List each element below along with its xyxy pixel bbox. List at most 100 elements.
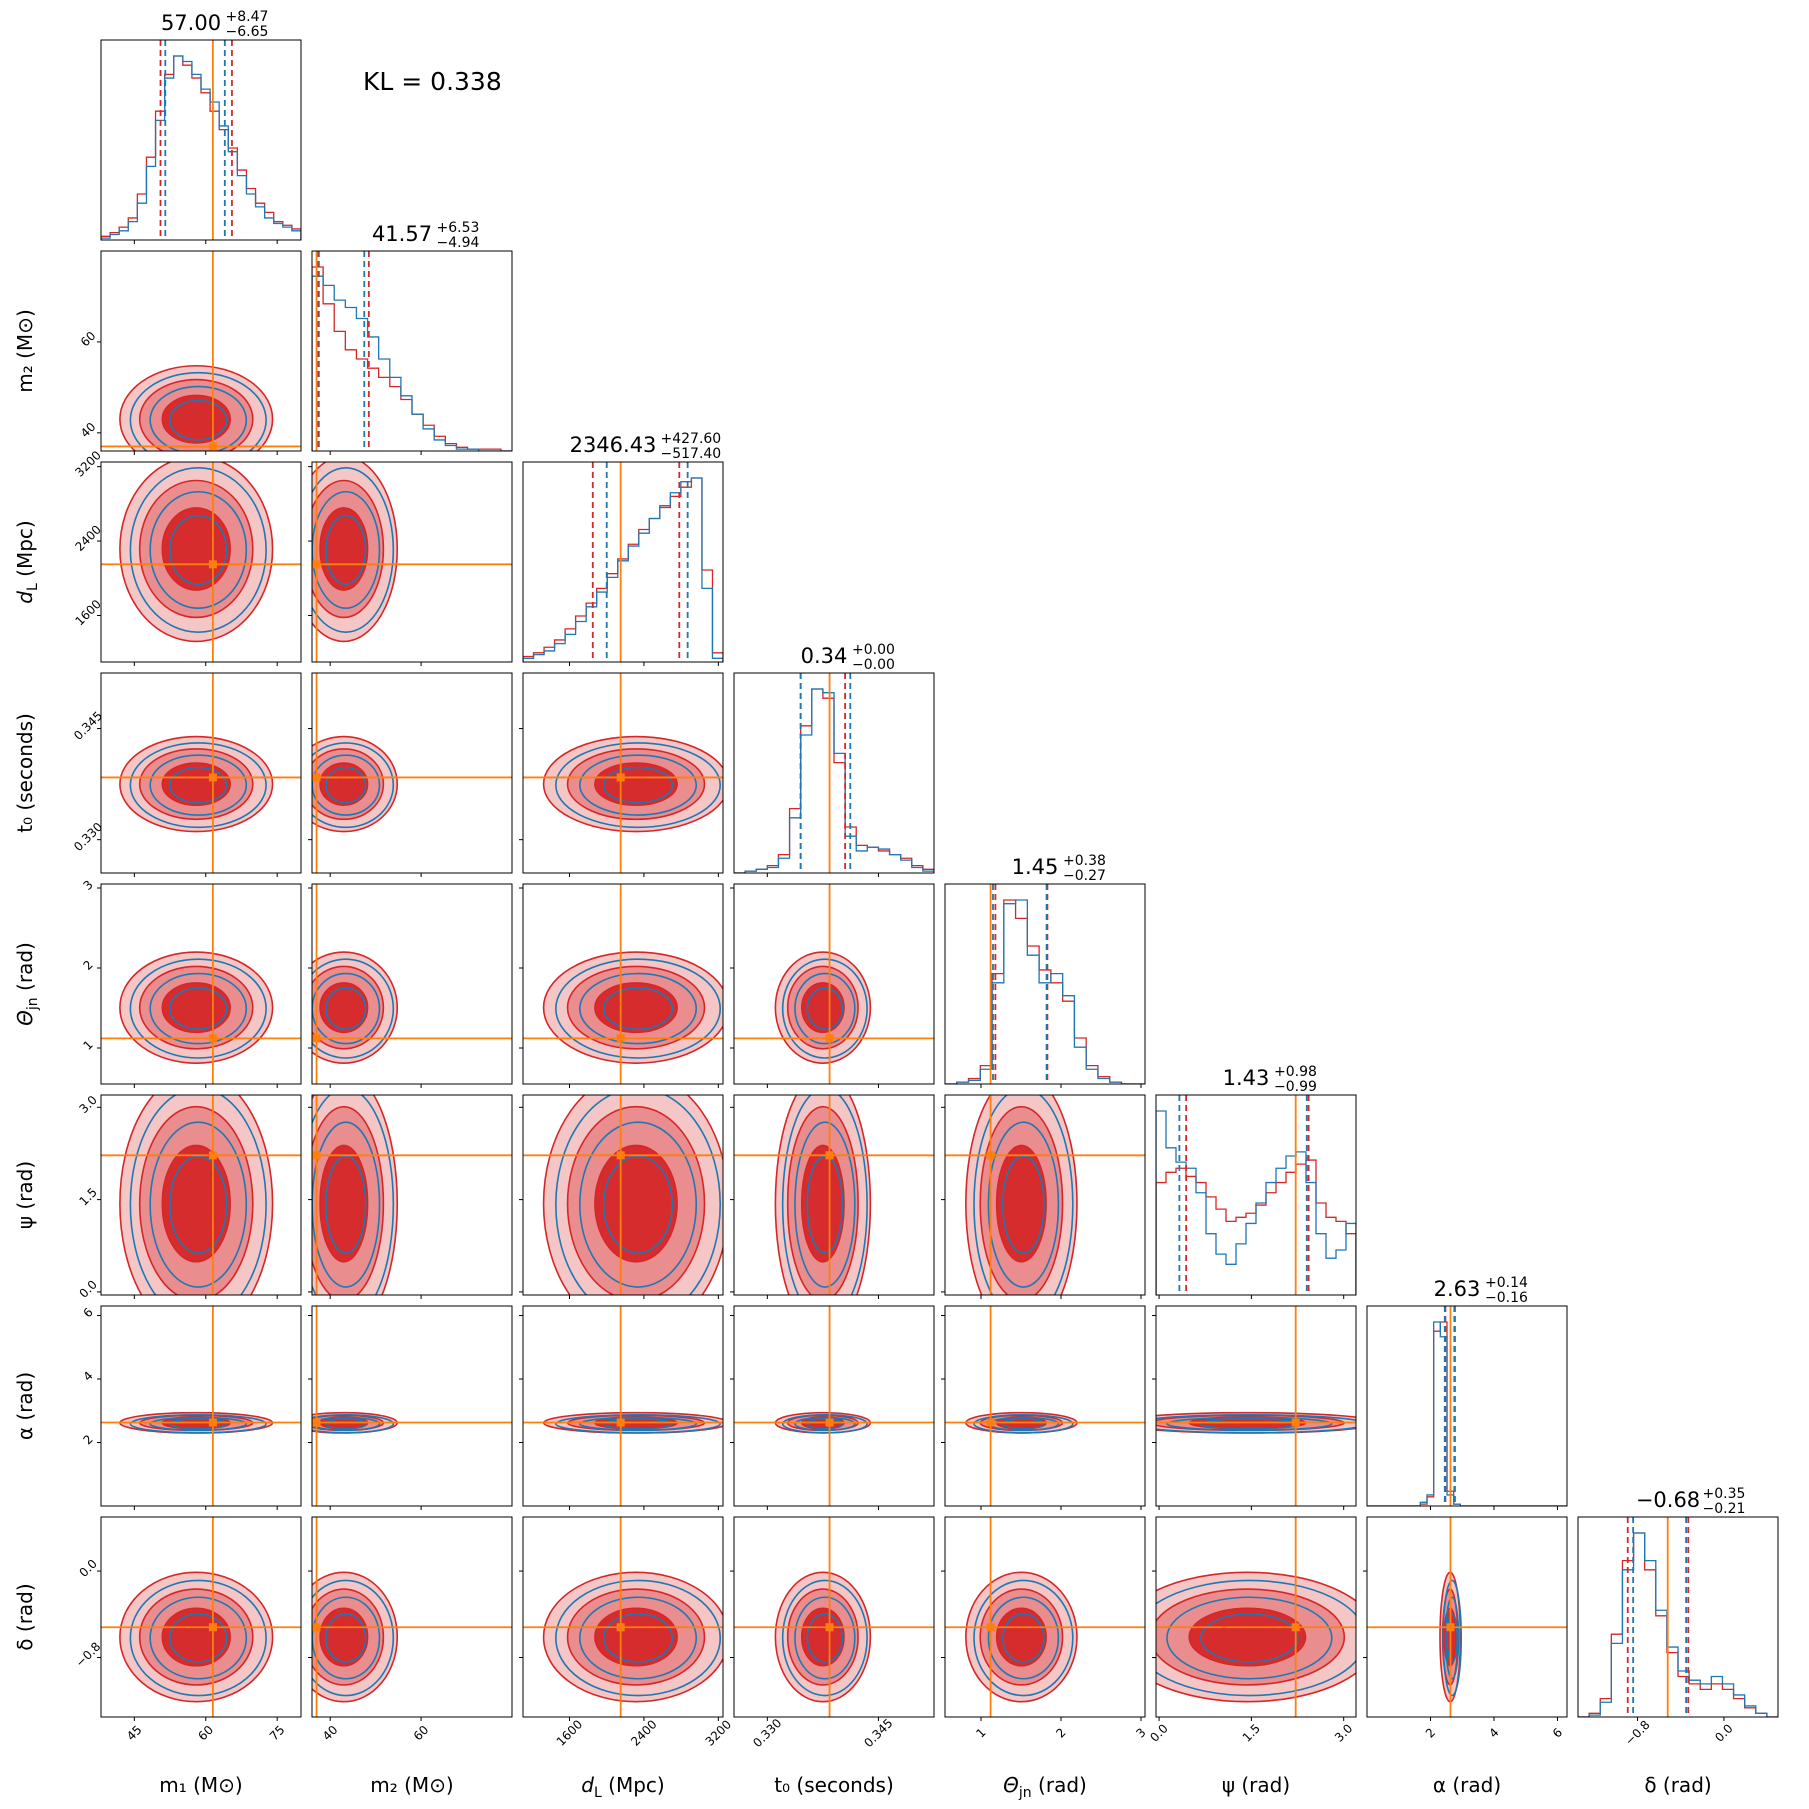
density-red-level-2 [995,1607,1047,1667]
hist-red-delta [1578,1532,1778,1717]
density-red-level-2 [319,1607,369,1667]
y-tick-label-psi-0: 0.0 [76,1277,99,1300]
marginal-title-dL: 2346.43 [570,433,657,457]
x-tick-label-alpha-0: 2 [1423,1725,1438,1740]
density-blue-level-0 [781,1413,868,1434]
y-tick-label-m2-1: 60 [78,329,99,350]
density-blue-level-1 [149,1416,248,1432]
density-red-level-2 [161,982,231,1034]
density-red-level-2 [594,982,678,1034]
scatter-panel-dL-vs-m2 [308,461,513,666]
density-red-level-2 [319,1144,369,1263]
density-blue-level-0 [1442,1579,1463,1697]
truth-marker [825,1418,834,1427]
marginal-title-psi: 1.43 [1223,1066,1270,1090]
kl-label: KL = 0.338 [363,67,502,96]
scatter-panel-delta-vs-m2: 40 60 [308,1516,513,1744]
marginal-title-plus-t0: +0.00 [852,642,895,658]
truth-marker [312,560,321,569]
density-blue-level-2 [325,514,367,586]
density-red-level-2 [161,1607,231,1667]
panel-frame [944,1516,1146,1718]
density-blue-level-2 [169,514,228,586]
density-blue-level-2 [806,1613,844,1663]
hist-panel-m2: 41.57 +6.53−4.94 [311,220,513,455]
x-axis-label-delta: δ (rad) [1644,1773,1711,1797]
density-blue-level-0 [129,466,267,633]
scatter-panel-delta-vs-t0: 0.330 0.345 [730,1516,935,1750]
density-blue-level-1 [579,1416,698,1432]
hist-panel-m1: 57.00 +8.47−6.65 [100,9,302,244]
marginal-title-minus-m2: −4.94 [437,235,480,251]
density-blue-level-2 [325,1418,367,1430]
x-tick-label-psi-1: 1.5 [1240,1721,1263,1744]
density-red-level-2 [319,507,369,591]
y-tick-label-m2-0: 40 [78,420,99,441]
marginal-title-plus-psi: +0.98 [1274,1064,1317,1080]
truth-marker [825,1151,834,1160]
density-red-level-2 [995,1144,1047,1263]
y-tick-label-alpha-0: 2 [81,1432,96,1447]
panel-frame [522,672,724,874]
density-blue-level-0 [555,1095,721,1295]
density-blue-level-2 [325,1613,367,1663]
x-tick-label-m1-1: 60 [195,1723,216,1744]
density-red-level-2 [161,394,231,444]
x-tick-label-dL-1: 2400 [628,1717,659,1748]
scatter-panel-t0-vs-dL [519,672,724,877]
x-axis-label-m2: m₂ (M⊙) [370,1773,453,1797]
panel-frame [100,883,302,1085]
y-tick-label-delta-1: 0.0 [76,1557,99,1580]
scatter-panel-psi-vs-dL [519,1094,724,1299]
y-tick-label-theta_jn-1: 2 [81,958,96,973]
truth-marker [986,1623,995,1632]
scatter-panel-psi-vs-t0 [730,1094,935,1299]
hist-panel-t0: 0.34 +0.00−0.00 [733,642,935,877]
marginal-title-minus-dL: −517.40 [661,446,722,462]
scatter-panel-delta-vs-theta_jn: 1 2 3 [941,1516,1149,1741]
x-tick-label-m2-0: 40 [320,1723,341,1744]
panel-frame [522,1305,724,1507]
hist-panel-delta: −0.68 +0.35−0.21 −0.8 0.0 [1577,1486,1779,1748]
x-tick-label-theta_jn-2: 3 [1133,1725,1148,1740]
panel-frame [311,250,513,452]
truth-marker [616,773,625,782]
x-tick-label-delta-1: 0.0 [1712,1721,1735,1744]
x-tick-label-t0-0: 0.330 [750,1716,784,1750]
panel-frame [522,1094,724,1296]
panel-frame [733,1516,935,1718]
marginal-title-minus-delta: −0.21 [1703,1501,1746,1517]
panel-frame [522,1516,724,1718]
truth-marker [312,1151,321,1160]
density-blue-level-1 [794,1121,856,1288]
panel-frame [1577,1516,1779,1718]
x-tick-label-t0-1: 0.345 [861,1716,895,1750]
scatter-panel-m2-vs-m1: 40 60 [78,250,302,455]
y-axis-label-t0: t₀ (seconds) [13,713,37,833]
hist-red-alpha [1367,1321,1567,1506]
y-tick-label-t0-1: 0.345 [71,709,105,743]
density-red-level-2 [319,762,369,807]
density-blue-level-0 [555,742,722,829]
panel-frame [311,1516,513,1718]
hist-blue-dL [523,477,723,662]
scatter-panel-delta-vs-m1: 45 60 75 −0.8 0.0 [73,1516,302,1744]
panel-frame [733,1094,935,1296]
y-axis-label-dL: dL (Mpc) [13,520,41,603]
y-tick-label-delta-0: −0.8 [73,1639,104,1670]
truth-marker [208,1034,217,1043]
scatter-panel-psi-vs-theta_jn [941,1094,1146,1299]
marginal-title-minus-alpha: −0.16 [1485,1290,1528,1306]
hist-panel-alpha: 2.63 +0.14−0.16 [1366,1275,1568,1510]
scatter-panel-theta_jn-vs-m1: 1 2 3 [81,878,302,1088]
panel-frame [100,1516,302,1718]
density-blue-level-0 [555,1413,722,1434]
scatter-panel-psi-vs-m1: 0.0 1.5 3.0 [76,1093,302,1301]
density-blue-level-2 [602,1418,674,1430]
density-blue-level-0 [129,1413,267,1434]
truth-marker [312,773,321,782]
density-red-level-2 [594,762,678,807]
density-blue-level-1 [149,385,248,451]
x-axis-label-t0: t₀ (seconds) [774,1773,894,1797]
density-blue-level-2 [1446,1613,1458,1663]
